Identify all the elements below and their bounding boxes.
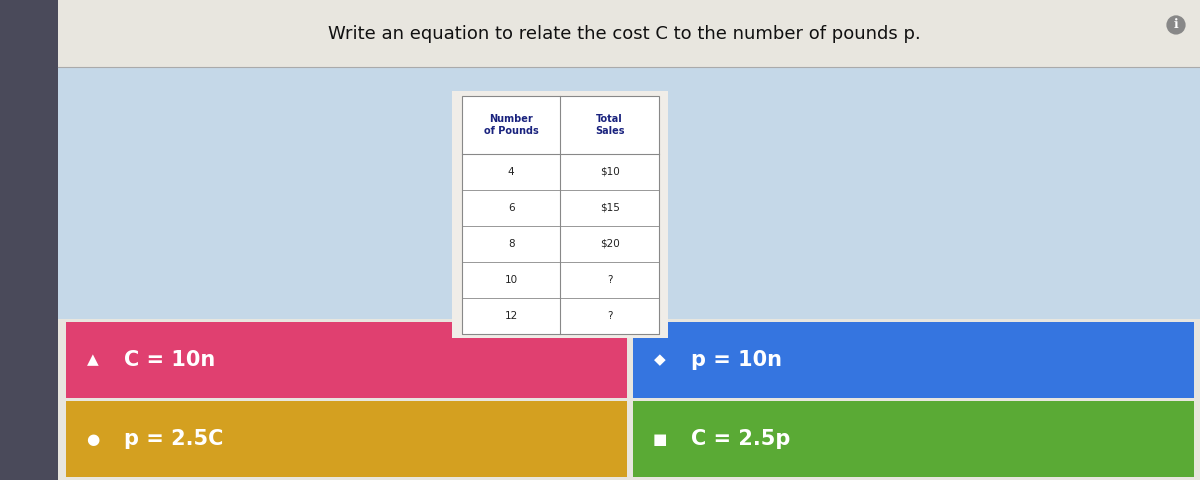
Text: 6: 6: [508, 203, 515, 213]
Text: $10: $10: [600, 167, 619, 177]
Text: ■: ■: [653, 432, 666, 446]
Text: ℹ: ℹ: [1174, 18, 1178, 32]
FancyBboxPatch shape: [58, 67, 1200, 319]
FancyBboxPatch shape: [0, 0, 58, 480]
Text: Total
Sales: Total Sales: [595, 114, 624, 136]
Text: $15: $15: [600, 203, 619, 213]
Text: 10: 10: [505, 275, 517, 285]
FancyBboxPatch shape: [66, 322, 628, 398]
Text: C = 2.5p: C = 2.5p: [691, 429, 790, 449]
FancyBboxPatch shape: [634, 401, 1194, 477]
Text: Write an equation to relate the cost C to the number of pounds p.: Write an equation to relate the cost C t…: [328, 24, 920, 43]
Text: ●: ●: [85, 432, 100, 446]
Text: Number
of Pounds: Number of Pounds: [484, 114, 539, 136]
Text: p = 2.5C: p = 2.5C: [124, 429, 223, 449]
Text: 12: 12: [504, 311, 518, 321]
FancyBboxPatch shape: [634, 322, 1194, 398]
Text: ▲: ▲: [86, 353, 98, 368]
FancyBboxPatch shape: [462, 96, 659, 334]
Text: ?: ?: [607, 275, 612, 285]
FancyBboxPatch shape: [58, 0, 1200, 67]
FancyBboxPatch shape: [66, 401, 628, 477]
Text: p = 10n: p = 10n: [691, 350, 781, 370]
Text: C = 10n: C = 10n: [124, 350, 215, 370]
Text: ◆: ◆: [654, 353, 665, 368]
Text: 4: 4: [508, 167, 515, 177]
FancyBboxPatch shape: [452, 91, 668, 338]
Text: 8: 8: [508, 239, 515, 249]
Text: ?: ?: [607, 311, 612, 321]
Text: $20: $20: [600, 239, 619, 249]
